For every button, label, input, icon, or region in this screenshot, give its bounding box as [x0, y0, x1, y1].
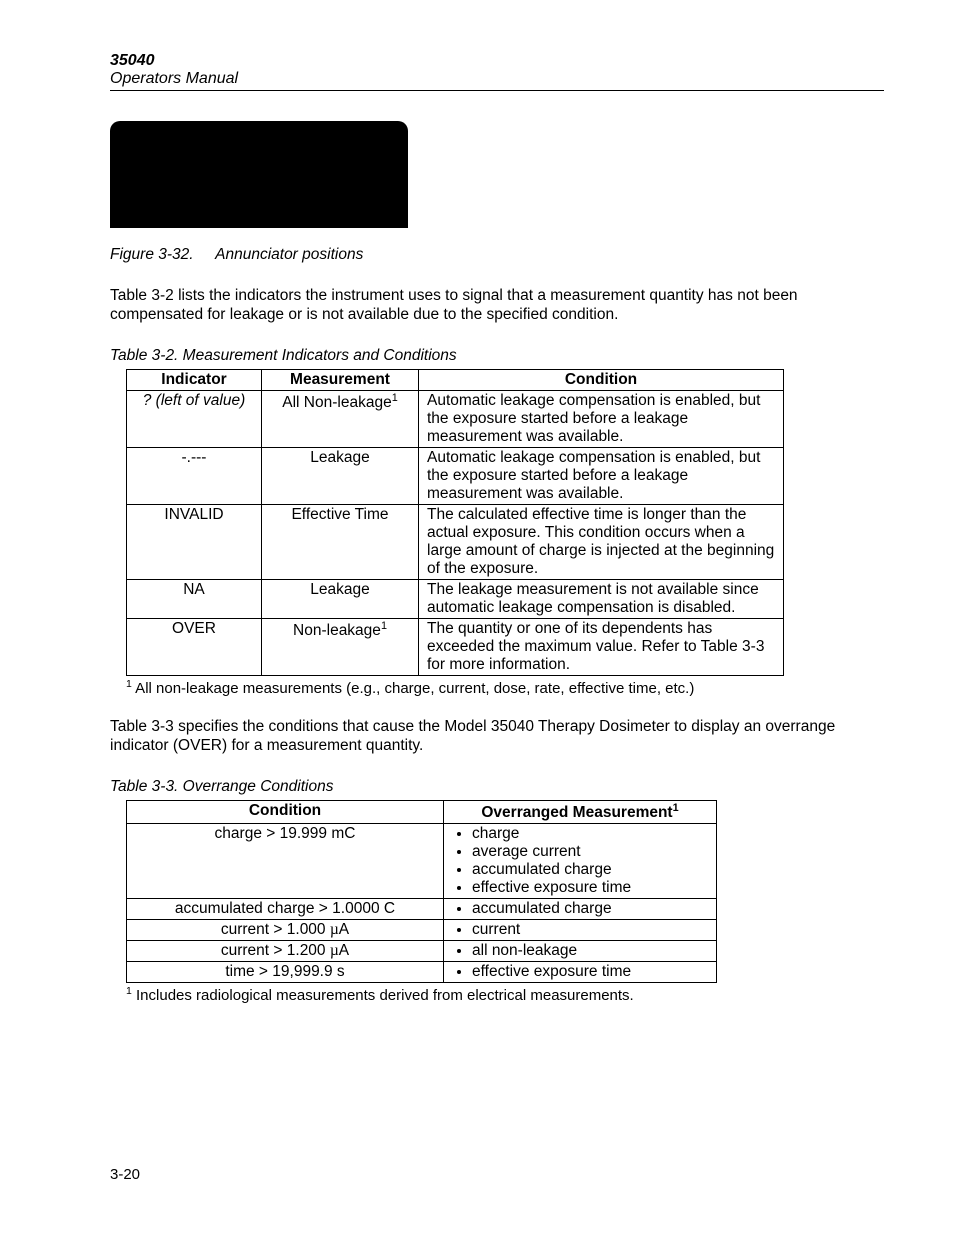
condition-cell: time > 19,999.9 s [127, 961, 444, 982]
page-number: 3-20 [110, 1166, 140, 1183]
table-33: Condition Overranged Measurement1 charge… [126, 800, 717, 983]
overranged-cell: all non-leakage [444, 940, 717, 961]
condition-cell: The quantity or one of its dependents ha… [419, 618, 784, 675]
condition-cell: current > 1.200 µA [127, 940, 444, 961]
table-row: INVALIDEffective TimeThe calculated effe… [127, 504, 784, 579]
condition-cell: accumulated charge > 1.0000 C [127, 898, 444, 919]
overranged-cell: chargeaverage currentaccumulated chargee… [444, 823, 717, 898]
indicator-cell: NA [127, 579, 262, 618]
list-item: effective exposure time [472, 879, 706, 897]
page-header: 35040 Operators Manual [110, 52, 884, 91]
condition-cell: Automatic leakage compensation is enable… [419, 390, 784, 447]
header-subtitle: Operators Manual [110, 70, 884, 88]
table-row: current > 1.200 µA all non-leakage [127, 940, 717, 961]
footnote-text: All non-leakage measurements (e.g., char… [132, 680, 695, 697]
table-33-header-row: Condition Overranged Measurement1 [127, 800, 717, 823]
table-row: charge > 19.999 mCchargeaverage currenta… [127, 823, 717, 898]
table-32: Indicator Measurement Condition ? (left … [126, 369, 784, 676]
table-32-header-measurement: Measurement [262, 369, 419, 390]
list-item: charge [472, 825, 706, 843]
table-row: -.---LeakageAutomatic leakage compensati… [127, 447, 784, 504]
measurement-cell: Effective Time [262, 504, 419, 579]
indicator-cell: OVER [127, 618, 262, 675]
footnote-text: Includes radiological measurements deriv… [132, 987, 634, 1004]
list-item: effective exposure time [472, 963, 706, 981]
list-item: all non-leakage [472, 942, 706, 960]
table-33-title: Table 3-3. Overrange Conditions [110, 778, 884, 796]
measurement-cell: Non-leakage1 [262, 618, 419, 675]
table-32-header-condition: Condition [419, 369, 784, 390]
header-model: 35040 [110, 52, 884, 70]
figure-caption: Figure 3-32. Annunciator positions [110, 246, 884, 264]
indicator-cell: INVALID [127, 504, 262, 579]
table-row: current > 1.000 µA current [127, 919, 717, 940]
indicator-cell: ? (left of value) [127, 390, 262, 447]
list-item: accumulated charge [472, 861, 706, 879]
list-item: average current [472, 843, 706, 861]
measurement-cell: Leakage [262, 447, 419, 504]
condition-cell: The leakage measurement is not available… [419, 579, 784, 618]
table-32-footnote: 1 All non-leakage measurements (e.g., ch… [126, 678, 884, 697]
table-33-footnote: 1 Includes radiological measurements der… [126, 985, 884, 1004]
list-item: accumulated charge [472, 900, 706, 918]
condition-cell: charge > 19.999 mC [127, 823, 444, 898]
table-33-header-condition: Condition [127, 800, 444, 823]
overranged-cell: effective exposure time [444, 961, 717, 982]
annunciator-figure [110, 121, 408, 228]
condition-cell: Automatic leakage compensation is enable… [419, 447, 784, 504]
table-row: accumulated charge > 1.0000 C accumulated… [127, 898, 717, 919]
table-32-header-row: Indicator Measurement Condition [127, 369, 784, 390]
list-item: current [472, 921, 706, 939]
table-32-title: Table 3-2. Measurement Indicators and Co… [110, 347, 884, 365]
measurement-cell: All Non-leakage1 [262, 390, 419, 447]
table-row: NALeakageThe leakage measurement is not … [127, 579, 784, 618]
condition-cell: The calculated effective time is longer … [419, 504, 784, 579]
indicator-cell: -.--- [127, 447, 262, 504]
figure-label: Figure 3-32. [110, 246, 194, 263]
paragraph-1: Table 3-2 lists the indicators the instr… [110, 286, 884, 325]
paragraph-2: Table 3-3 specifies the conditions that … [110, 717, 884, 756]
measurement-cell: Leakage [262, 579, 419, 618]
table-33-header-measurement: Overranged Measurement1 [444, 800, 717, 823]
overranged-cell: current [444, 919, 717, 940]
condition-cell: current > 1.000 µA [127, 919, 444, 940]
table-row: time > 19,999.9 s effective exposure time [127, 961, 717, 982]
table-row: ? (left of value)All Non-leakage1Automat… [127, 390, 784, 447]
table-32-header-indicator: Indicator [127, 369, 262, 390]
overranged-cell: accumulated charge [444, 898, 717, 919]
table-row: OVERNon-leakage1The quantity or one of i… [127, 618, 784, 675]
figure-caption-text: Annunciator positions [215, 246, 363, 263]
